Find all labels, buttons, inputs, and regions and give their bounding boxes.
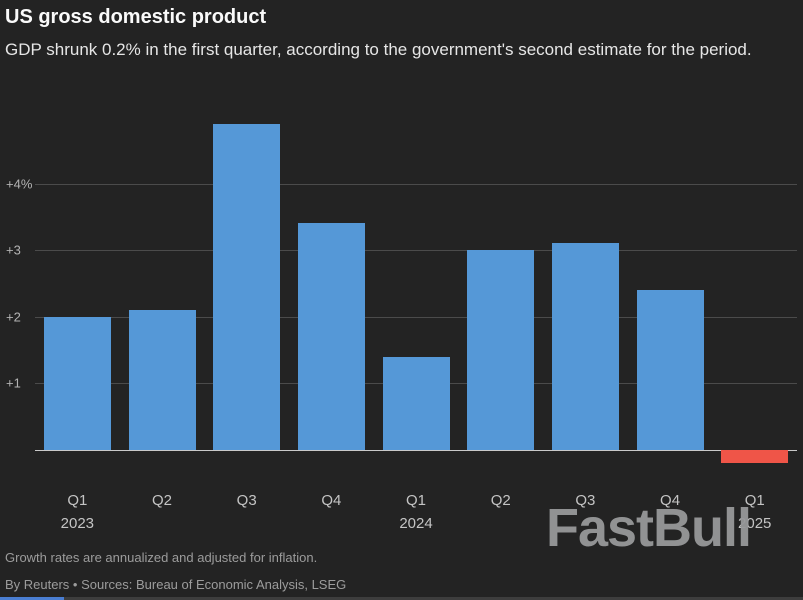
gridline	[35, 250, 797, 252]
gridline	[35, 316, 797, 318]
progress-bar[interactable]	[0, 597, 803, 600]
bar-q1-2025	[721, 449, 789, 464]
x-axis-tick-label: Q2	[152, 492, 173, 509]
x-axis-tick-label: Q4	[321, 492, 342, 509]
bar-q4-2024	[636, 290, 704, 450]
y-axis-tick-label: +2	[6, 309, 21, 325]
y-axis-tick-label: +4%	[6, 176, 33, 192]
bar-q3-2023	[213, 123, 281, 450]
chart-footnote: Growth rates are annualized and adjusted…	[5, 550, 318, 565]
x-axis-labels: Q1 2023 Q2 Q3 Q4 Q1 2024 Q2 Q3 Q4 Q1 2025	[35, 489, 797, 536]
x-axis-tick-label: Q3	[575, 492, 596, 509]
chart-title: US gross domestic product	[5, 6, 267, 28]
bar-q1-2023	[43, 316, 111, 450]
x-axis-tick-label: Q2	[490, 492, 511, 509]
chart-attribution: By Reuters • Sources: Bureau of Economic…	[5, 577, 347, 592]
zero-baseline	[35, 449, 797, 451]
chart-plot: +1 +2 +3 +4%	[6, 97, 797, 483]
bar-q2-2023	[128, 309, 196, 450]
x-axis-tick-label: Q1 2023	[60, 492, 95, 533]
y-axis-tick-label: +3	[6, 242, 21, 258]
bar-q1-2024	[382, 356, 450, 450]
x-axis-tick-label: Q4	[660, 492, 681, 509]
gridline	[35, 183, 797, 185]
progress-fill	[0, 597, 65, 600]
chart-subtitle: GDP shrunk 0.2% in the first quarter, ac…	[5, 40, 752, 59]
fastbull-watermark: FastBull	[546, 498, 752, 558]
y-axis-tick-label: +1	[6, 375, 21, 391]
bar-q2-2024	[467, 250, 535, 450]
bar-q3-2024	[551, 243, 619, 450]
x-axis-tick-label: Q3	[236, 492, 257, 509]
bar-q4-2023	[297, 223, 365, 450]
x-axis-tick-label: Q1 2024	[399, 492, 433, 533]
x-axis-tick-label: Q1 2025	[738, 492, 772, 533]
